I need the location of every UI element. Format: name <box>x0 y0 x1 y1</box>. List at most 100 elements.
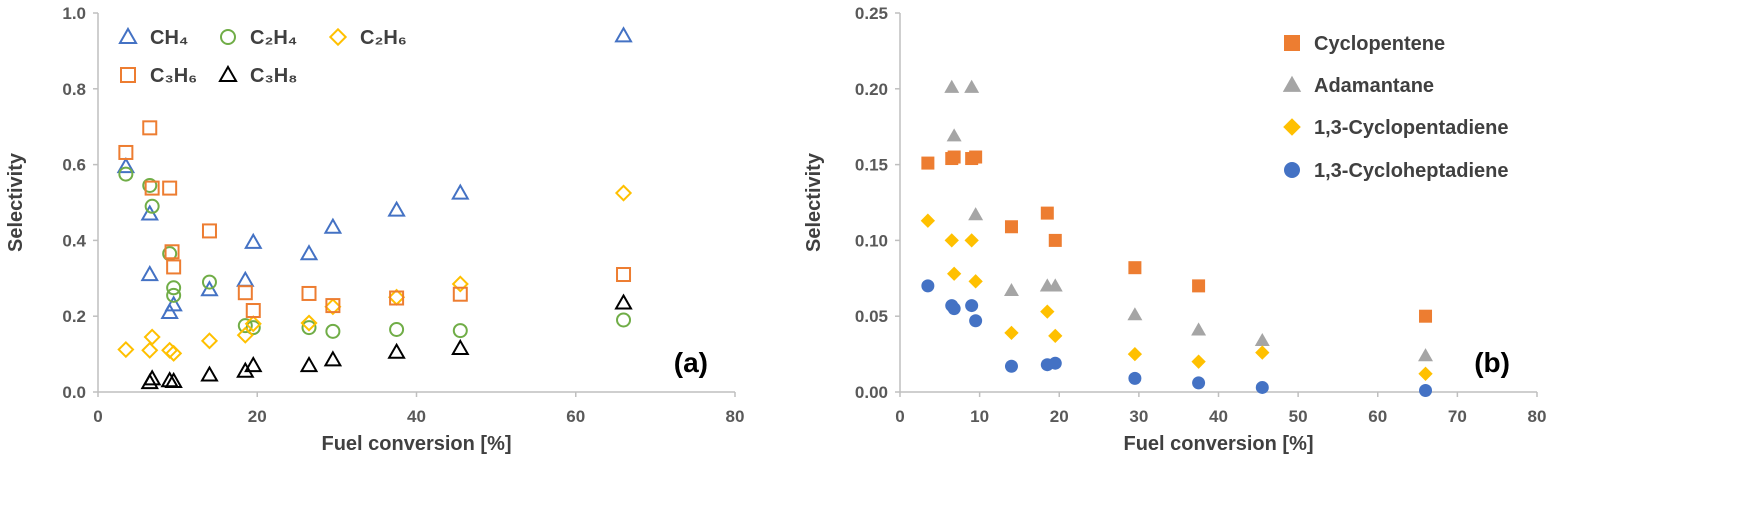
data-point <box>451 183 470 200</box>
legend-label: CH₄ <box>150 27 188 49</box>
data-point <box>947 150 961 164</box>
data-point <box>947 302 961 316</box>
data-point <box>160 302 179 320</box>
legend-marker <box>118 26 138 45</box>
data-point <box>968 274 983 289</box>
series-4 <box>140 293 633 390</box>
x-tick-label: 20 <box>248 407 267 426</box>
y-tick-label: 0.6 <box>62 156 86 175</box>
data-point <box>944 233 959 248</box>
data-point <box>165 344 183 362</box>
data-point <box>200 365 219 382</box>
data-point <box>389 290 405 306</box>
x-tick-label: 40 <box>407 407 426 426</box>
legend-marker <box>1284 35 1300 51</box>
data-point <box>1004 220 1018 234</box>
data-point <box>1255 345 1270 360</box>
data-point <box>142 177 158 193</box>
legend-label: 1,3-Cyclopentadiene <box>1314 117 1509 139</box>
data-point <box>946 266 962 281</box>
data-point <box>1048 233 1062 247</box>
data-point <box>1127 307 1143 321</box>
x-tick-label: 80 <box>1528 407 1547 426</box>
panel-label: (a) <box>674 347 708 378</box>
data-point <box>969 314 983 328</box>
data-point <box>141 341 159 359</box>
data-point <box>614 26 633 43</box>
series-1 <box>944 79 1433 362</box>
data-point <box>301 320 317 336</box>
data-point <box>1127 346 1143 362</box>
legend-marker <box>120 67 136 83</box>
data-point <box>118 144 134 160</box>
legend-label: C₂H₄ <box>250 27 297 49</box>
data-point <box>616 312 632 328</box>
data-point <box>1191 354 1206 369</box>
data-point <box>1254 332 1270 347</box>
legend-label: C₃H₈ <box>250 65 298 87</box>
data-point <box>1004 359 1018 373</box>
y-tick-label: 0.10 <box>855 231 888 250</box>
legend-marker <box>1284 162 1300 178</box>
data-point <box>1048 356 1062 370</box>
series-3 <box>921 279 1433 397</box>
y-tick-label: 0.00 <box>855 383 888 402</box>
legend-label: Cyclopentene <box>1314 33 1445 55</box>
legend-marker <box>218 64 238 83</box>
legend-label: C₂H₆ <box>360 27 407 49</box>
data-point <box>245 303 261 319</box>
data-point <box>452 286 468 302</box>
data-point <box>921 279 935 293</box>
data-point <box>164 371 183 388</box>
y-tick-label: 0.0 <box>62 383 86 402</box>
data-point <box>389 321 405 337</box>
data-point <box>144 180 160 196</box>
data-point <box>244 232 263 249</box>
legend-label: C₃H₆ <box>150 65 197 87</box>
data-point <box>142 120 158 136</box>
series-2 <box>920 213 1433 381</box>
data-point <box>921 156 935 170</box>
data-point <box>946 128 962 142</box>
y-tick-label: 0.2 <box>62 307 86 326</box>
data-point <box>614 293 633 310</box>
x-tick-label: 50 <box>1289 407 1308 426</box>
data-point <box>452 323 468 339</box>
data-point <box>965 299 979 313</box>
data-point <box>166 287 182 303</box>
x-tick-label: 70 <box>1448 407 1467 426</box>
data-point <box>1255 380 1269 394</box>
data-point <box>300 314 318 332</box>
data-point <box>1048 328 1063 344</box>
data-point <box>200 332 219 350</box>
data-point <box>200 280 219 297</box>
data-point <box>1040 206 1054 220</box>
data-point <box>118 166 134 182</box>
data-point <box>299 355 319 373</box>
data-point <box>944 79 960 93</box>
legend-label: Adamantane <box>1314 75 1434 97</box>
legend-marker <box>1282 75 1302 92</box>
data-point <box>1419 383 1433 397</box>
data-point <box>166 259 182 275</box>
data-point <box>387 342 406 359</box>
data-point <box>323 217 343 234</box>
data-point <box>1128 261 1142 275</box>
x-tick-label: 20 <box>1050 407 1069 426</box>
x-tick-label: 30 <box>1129 407 1148 426</box>
data-point <box>324 298 342 316</box>
x-tick-label: 80 <box>726 407 745 426</box>
legend: CH₄ C₂H₄ C₂H₆ C₃H₆ C₃H₈ <box>118 26 407 87</box>
panel-b-chart: 0.00 0.05 0.10 0.15 0.20 0.25 0 10 20 30 40 50 60 70 8… <box>803 4 1546 455</box>
data-point <box>244 355 263 373</box>
data-point <box>245 320 261 336</box>
legend-marker <box>328 27 348 47</box>
data-point <box>1192 376 1206 390</box>
data-point <box>1047 278 1063 292</box>
data-point <box>301 285 317 301</box>
data-point <box>244 315 262 333</box>
x-tick-label: 0 <box>93 407 102 426</box>
series-0 <box>921 150 1433 323</box>
panel-label: (b) <box>1474 347 1510 378</box>
